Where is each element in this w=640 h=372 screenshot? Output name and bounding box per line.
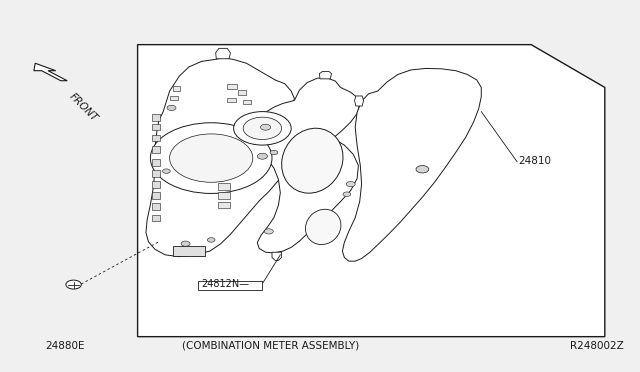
Polygon shape bbox=[243, 100, 251, 104]
Polygon shape bbox=[146, 58, 294, 257]
Circle shape bbox=[243, 117, 282, 140]
Polygon shape bbox=[342, 68, 481, 261]
Polygon shape bbox=[319, 71, 332, 79]
Polygon shape bbox=[34, 63, 67, 81]
Circle shape bbox=[167, 105, 176, 110]
Polygon shape bbox=[355, 96, 364, 106]
Polygon shape bbox=[238, 90, 246, 95]
Polygon shape bbox=[227, 84, 237, 89]
Polygon shape bbox=[173, 86, 180, 91]
Bar bbox=[152, 135, 160, 141]
Bar bbox=[152, 124, 160, 130]
Circle shape bbox=[264, 229, 273, 234]
Ellipse shape bbox=[282, 128, 343, 193]
Bar bbox=[152, 159, 160, 166]
Polygon shape bbox=[255, 78, 360, 253]
Text: 24812N—: 24812N— bbox=[202, 279, 250, 289]
Polygon shape bbox=[227, 98, 236, 102]
Circle shape bbox=[150, 123, 272, 193]
Text: (COMBINATION METER ASSEMBLY): (COMBINATION METER ASSEMBLY) bbox=[182, 341, 360, 351]
Polygon shape bbox=[218, 183, 230, 190]
Circle shape bbox=[170, 134, 253, 182]
Polygon shape bbox=[272, 252, 282, 260]
Circle shape bbox=[257, 153, 268, 159]
Circle shape bbox=[270, 150, 278, 155]
Bar bbox=[152, 114, 160, 121]
Bar bbox=[152, 215, 160, 221]
Polygon shape bbox=[173, 246, 205, 256]
Circle shape bbox=[207, 238, 215, 242]
Text: 24880E: 24880E bbox=[45, 341, 84, 351]
Circle shape bbox=[66, 280, 81, 289]
Circle shape bbox=[416, 166, 429, 173]
Bar bbox=[152, 192, 160, 199]
Bar bbox=[152, 181, 160, 188]
Polygon shape bbox=[170, 96, 178, 100]
Circle shape bbox=[181, 241, 190, 246]
Ellipse shape bbox=[305, 209, 341, 244]
Polygon shape bbox=[216, 48, 230, 59]
Bar bbox=[152, 203, 160, 210]
Text: R248002Z: R248002Z bbox=[570, 341, 624, 351]
Circle shape bbox=[234, 112, 291, 145]
Polygon shape bbox=[218, 202, 230, 208]
Polygon shape bbox=[198, 281, 262, 290]
Circle shape bbox=[346, 182, 355, 187]
Circle shape bbox=[343, 192, 351, 196]
Polygon shape bbox=[138, 45, 605, 337]
Bar bbox=[152, 170, 160, 177]
Bar bbox=[152, 146, 160, 153]
Polygon shape bbox=[218, 192, 230, 199]
Circle shape bbox=[163, 169, 170, 173]
Circle shape bbox=[260, 124, 271, 130]
Text: FRONT: FRONT bbox=[67, 91, 99, 123]
Text: 24810: 24810 bbox=[518, 156, 552, 166]
